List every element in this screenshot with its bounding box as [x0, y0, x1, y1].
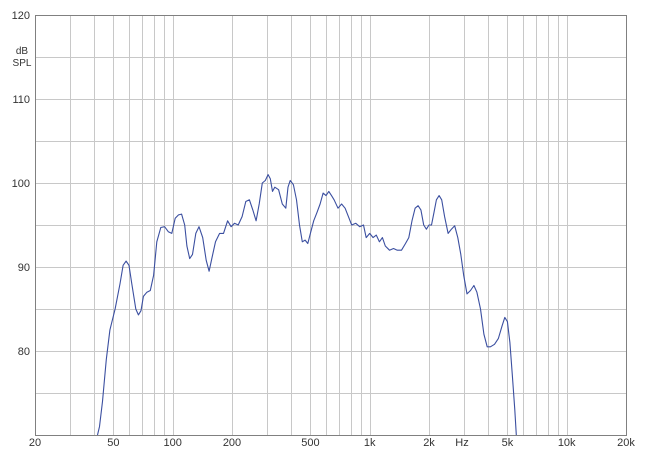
x-tick-label: 200: [223, 437, 241, 449]
plot-frame: [35, 15, 627, 436]
y-tick-label: 110: [12, 94, 30, 106]
y-tick-label: 100: [12, 178, 30, 190]
y-tick-label: 120: [12, 10, 30, 22]
x-tick-label: 5k: [502, 437, 514, 449]
x-tick-label: 100: [164, 437, 182, 449]
series-layer: [96, 174, 517, 436]
x-tick-label: 1k: [364, 437, 376, 449]
x-tick-label: 20k: [617, 437, 635, 449]
x-tick-label: 20: [29, 437, 41, 449]
y-tick-labels: 80 90 100 110 120: [12, 10, 30, 358]
x-tick-labels: 20 50 100 200 500 1k 2k 5k 10k 20k: [29, 437, 635, 449]
y-tick-label: 90: [18, 262, 30, 274]
x-unit-label: Hz: [455, 437, 468, 449]
x-tick-label: 2k: [423, 437, 435, 449]
y-unit-label-line-1: dB: [16, 46, 29, 57]
x-tick-label: 500: [301, 437, 319, 449]
x-tick-label: 10k: [558, 437, 576, 449]
y-unit-label-line-2: SPL: [13, 58, 32, 69]
x-tick-label: 50: [107, 437, 119, 449]
y-tick-label: 80: [18, 346, 30, 358]
series-line-1: [96, 174, 517, 436]
grid: [35, 15, 626, 435]
